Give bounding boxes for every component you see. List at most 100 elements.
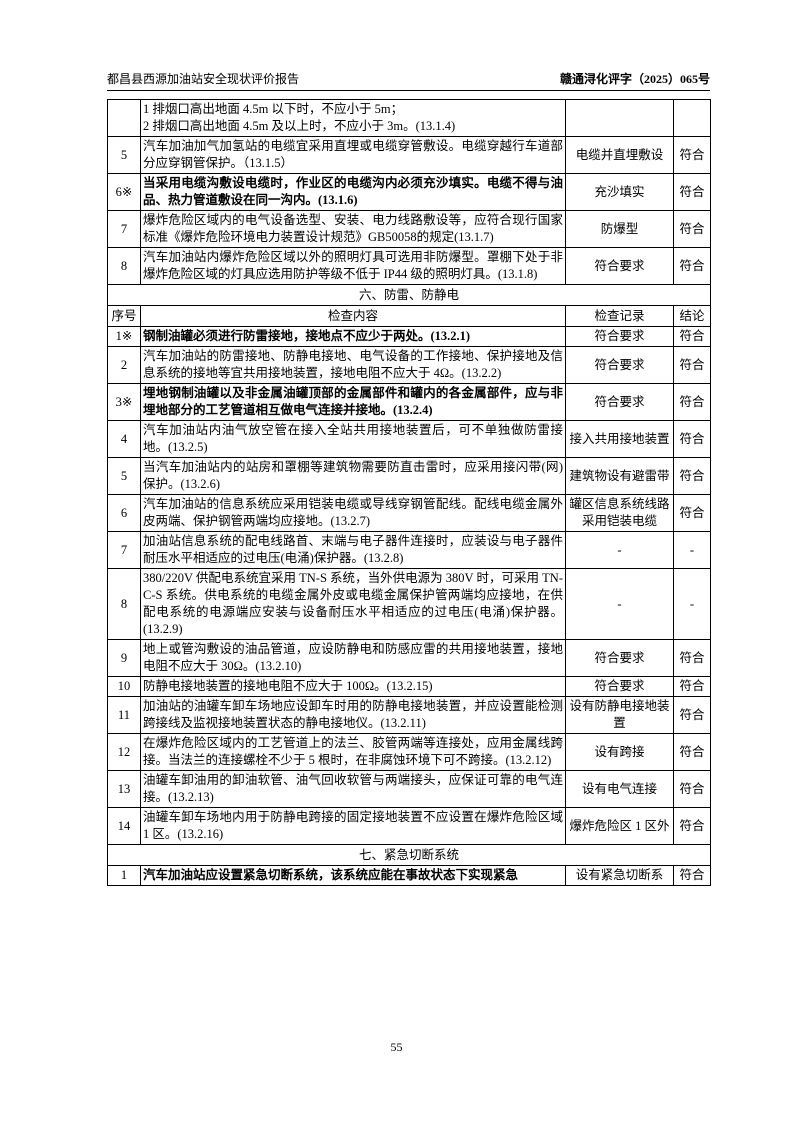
table-row: 序号 检查内容 检查记录 结论 <box>107 305 711 327</box>
row-number: 7 <box>107 531 141 569</box>
row-number: 4 <box>107 420 141 458</box>
inspection-table: 1 排烟口高出地面 4.5m 以下时，不应小于 5m； 2 排烟口高出地面 4.5… <box>107 99 711 886</box>
check-result: 符合 <box>673 457 711 495</box>
check-result: - <box>673 568 711 640</box>
check-result: - <box>673 531 711 569</box>
check-record: - <box>565 568 674 640</box>
row-number: 6※ <box>107 173 141 211</box>
check-record: - <box>565 531 674 569</box>
table-row: 8 380/220V 供配电系统宜采用 TN-S 系统，当外供电源为 380V 时… <box>107 568 711 640</box>
row-number: 10 <box>107 676 141 697</box>
check-result: 符合 <box>673 383 711 421</box>
table-row: 9 地上或管沟敷设的油品管道，应设防静电和防感应雷的共用接地装置，接地电阻不应大于… <box>107 639 711 677</box>
row-number: 7 <box>107 210 141 248</box>
check-content: 油罐车卸车场地内用于防静电跨接的固定接地装置不应设置在爆炸危险区域 1 区。(1… <box>140 807 566 845</box>
row-number: 1※ <box>107 326 141 347</box>
check-content: 钢制油罐必须进行防雷接地，接地点不应少于两处。(13.2.1) <box>140 326 566 347</box>
row-number: 2 <box>107 346 141 384</box>
check-content: 汽车加油站内爆炸危险区域以外的照明灯具可选用非防爆型。罩棚下处于非爆炸危险区域的… <box>140 247 566 285</box>
check-result: 符合 <box>673 173 711 211</box>
check-record: 防爆型 <box>565 210 674 248</box>
row-number: 8 <box>107 568 141 640</box>
table-row: 6 汽车加油站的信息系统应采用铠装电缆或导线穿钢管配线。配线电缆金属外皮两端、保护… <box>107 494 711 532</box>
column-header: 结论 <box>673 305 711 327</box>
check-result: 符合 <box>673 696 711 734</box>
table-row: 7 爆炸危险区域内的电气设备选型、安装、电力线路敷设等，应符合现行国家标准《爆炸危… <box>107 210 711 248</box>
check-content: 汽车加油站的信息系统应采用铠装电缆或导线穿钢管配线。配线电缆金属外皮两端、保护钢… <box>140 494 566 532</box>
check-result: 符合 <box>673 807 711 845</box>
table-row: 六、防雷、防静电 <box>107 284 711 306</box>
table-row: 1※ 钢制油罐必须进行防雷接地，接地点不应少于两处。(13.2.1) 符合要求 符合 <box>107 326 711 347</box>
table-row: 14 油罐车卸车场地内用于防静电跨接的固定接地装置不应设置在爆炸危险区域 1 区。… <box>107 807 711 845</box>
row-number: 11 <box>107 696 141 734</box>
check-record: 符合要求 <box>565 346 674 384</box>
section-title: 六、防雷、防静电 <box>107 284 711 306</box>
check-record: 符合要求 <box>565 247 674 285</box>
table-row: 5 汽车加油加气加氢站的电缆宜采用直埋或电缆穿管敷设。电缆穿越行车道部分应穿钢管保… <box>107 136 711 174</box>
check-content: 汽车加油加气加氢站的电缆宜采用直埋或电缆穿管敷设。电缆穿越行车道部分应穿钢管保护… <box>140 136 566 174</box>
check-result: 符合 <box>673 346 711 384</box>
table-row: 5 当汽车加油站内的站房和罩棚等建筑物需要防直击雷时，应采用接闪带(网)保护。(1… <box>107 457 711 495</box>
header-title: 都昌县西源加油站安全现状评价报告 <box>107 72 300 86</box>
check-result: 符合 <box>673 676 711 697</box>
row-number: 13 <box>107 770 141 808</box>
row-number: 8 <box>107 247 141 285</box>
row-number: 1 <box>107 865 141 886</box>
check-result <box>673 99 711 137</box>
check-result: 符合 <box>673 326 711 347</box>
check-result: 符合 <box>673 865 711 886</box>
table-row: 10 防静电接地装置的接地电阻不应大于 100Ω。(13.2.15) 符合要求 符合 <box>107 676 711 697</box>
check-record: 符合要求 <box>565 639 674 677</box>
row-number: 12 <box>107 733 141 771</box>
check-record: 符合要求 <box>565 383 674 421</box>
header-code: 赣通浔化评字（2025）065号 <box>559 72 710 86</box>
check-content: 汽车加油站应设置紧急切断系统，该系统应能在事故状态下实现紧急 <box>140 865 566 886</box>
check-result: 符合 <box>673 210 711 248</box>
check-content: 当采用电缆沟敷设电缆时，作业区的电缆沟内必须充沙填实。电缆不得与油品、热力管道敷… <box>140 173 566 211</box>
check-record: 设有电气连接 <box>565 770 674 808</box>
check-content: 在爆炸危险区域内的工艺管道上的法兰、胶管两端等连接处，应用金属线跨接。当法兰的连… <box>140 733 566 771</box>
check-content: 汽车加油站的防雷接地、防静电接地、电气设备的工作接地、保护接地及信息系统的接地等… <box>140 346 566 384</box>
check-content: 1 排烟口高出地面 4.5m 以下时，不应小于 5m； 2 排烟口高出地面 4.5… <box>140 99 566 137</box>
content-line: 2 排烟口高出地面 4.5m 及以上时，不应小于 3m。(13.1.4) <box>143 119 456 133</box>
table-row: 1 汽车加油站应设置紧急切断系统，该系统应能在事故状态下实现紧急 设有紧急切断系 符合 <box>107 865 711 886</box>
table-row: 8 汽车加油站内爆炸危险区域以外的照明灯具可选用非防爆型。罩棚下处于非爆炸危险区域… <box>107 247 711 285</box>
check-record: 符合要求 <box>565 676 674 697</box>
row-number: 3※ <box>107 383 141 421</box>
row-number: 14 <box>107 807 141 845</box>
check-record: 罐区信息系统线路采用铠装电缆 <box>565 494 674 532</box>
table-row: 13 油罐车卸油用的卸油软管、油气回收软管与两端接头，应保证可靠的电气连接。(13… <box>107 770 711 808</box>
check-content: 防静电接地装置的接地电阻不应大于 100Ω。(13.2.15) <box>140 676 566 697</box>
check-result: 符合 <box>673 420 711 458</box>
check-result: 符合 <box>673 733 711 771</box>
check-content: 地上或管沟敷设的油品管道，应设防静电和防感应雷的共用接地装置，接地电阻不应大于 … <box>140 639 566 677</box>
row-number: 6 <box>107 494 141 532</box>
row-number <box>107 99 141 137</box>
check-record: 建筑物设有避雷带 <box>565 457 674 495</box>
check-record: 电缆并直埋敷设 <box>565 136 674 174</box>
check-content: 油罐车卸油用的卸油软管、油气回收软管与两端接头，应保证可靠的电气连接。(13.2… <box>140 770 566 808</box>
check-result: 符合 <box>673 770 711 808</box>
check-record: 接入共用接地装置 <box>565 420 674 458</box>
check-content: 埋地钢制油罐以及非金属油罐顶部的金属部件和罐内的各金属部件，应与非埋地部分的工艺… <box>140 383 566 421</box>
table-row: 6※ 当采用电缆沟敷设电缆时，作业区的电缆沟内必须充沙填实。电缆不得与油品、热力管… <box>107 173 711 211</box>
check-content: 加油站信息系统的配电线路首、末端与电子器件连接时，应装设与电子器件耐压水平相适应… <box>140 531 566 569</box>
column-header: 检查记录 <box>565 305 674 327</box>
check-result: 符合 <box>673 247 711 285</box>
table-row: 2 汽车加油站的防雷接地、防静电接地、电气设备的工作接地、保护接地及信息系统的接地… <box>107 346 711 384</box>
check-record: 设有防静电接地装置 <box>565 696 674 734</box>
check-content: 加油站的油罐车卸车场地应设卸车时用的防静电接地装置，并应设置能检测跨接线及监视接… <box>140 696 566 734</box>
check-result: 符合 <box>673 639 711 677</box>
content-line: 1 排烟口高出地面 4.5m 以下时，不应小于 5m； <box>143 102 404 116</box>
column-header: 序号 <box>107 305 141 327</box>
check-content: 当汽车加油站内的站房和罩棚等建筑物需要防直击雷时，应采用接闪带(网)保护。(13… <box>140 457 566 495</box>
table-row: 七、紧急切断系统 <box>107 844 711 866</box>
section-title: 七、紧急切断系统 <box>107 844 711 866</box>
check-record <box>565 99 674 137</box>
check-record: 符合要求 <box>565 326 674 347</box>
row-number: 9 <box>107 639 141 677</box>
check-record: 设有紧急切断系 <box>565 865 674 886</box>
page-number: 55 <box>390 1040 403 1054</box>
table-row: 3※ 埋地钢制油罐以及非金属油罐顶部的金属部件和罐内的各金属部件，应与非埋地部分的… <box>107 383 711 421</box>
